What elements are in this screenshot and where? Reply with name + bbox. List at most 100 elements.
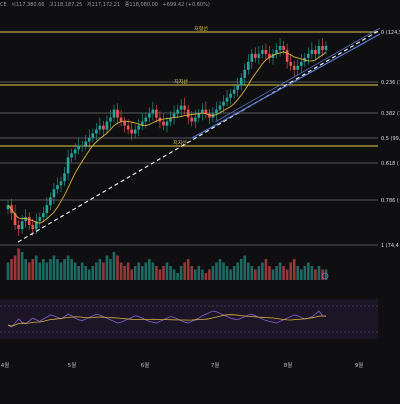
volume-bar (239, 259, 243, 280)
candle-body (95, 129, 98, 134)
candle-body (6, 205, 10, 210)
candle-body (292, 65, 296, 70)
volume-bar (24, 259, 27, 280)
ohlc-header: CE 시117,380.66 고118,187.25 저117,172.21 종… (0, 1, 213, 8)
volume-bar (119, 262, 123, 280)
volume-bar (225, 266, 229, 280)
volume-bar (236, 262, 239, 280)
volume-bar (38, 262, 42, 280)
fib-label-0.618: 0.618 ( (381, 161, 399, 167)
candle-body (73, 149, 77, 154)
candle-body (317, 45, 321, 54)
candle-body (137, 125, 141, 130)
volume-bar (324, 269, 328, 280)
volume-bar (165, 262, 169, 280)
fib-label-0.382: 0.382 (1 (381, 111, 400, 117)
volume-bar (84, 266, 88, 280)
volume-bar (6, 262, 10, 280)
volume-bar (317, 266, 321, 280)
volume-bar (310, 266, 314, 280)
volume-bar (158, 269, 162, 280)
candle-body (133, 129, 137, 134)
candle-body (208, 113, 211, 118)
candle-body (126, 125, 130, 130)
candle-body (246, 61, 250, 70)
candle-body (17, 225, 20, 230)
candle-body (324, 45, 328, 50)
candle-body (257, 53, 261, 58)
volume-bar (307, 262, 310, 280)
candle-body (285, 49, 289, 62)
volume-bar (218, 259, 222, 280)
volume-bar (176, 273, 179, 280)
volume-bar (275, 266, 278, 280)
candle-body (155, 109, 158, 118)
candle-body (215, 109, 218, 114)
candle-body (144, 117, 148, 122)
candle-body (59, 181, 63, 186)
volume-bar (123, 266, 126, 280)
candle-body (119, 117, 123, 122)
volume-bar (126, 262, 130, 280)
candle-body (310, 49, 314, 54)
candle-body (172, 113, 176, 118)
candle-body (31, 225, 35, 230)
candle-body (123, 121, 126, 126)
candle-body (116, 109, 119, 118)
alert-icon (321, 272, 329, 280)
candle-body (140, 121, 144, 126)
volume-bar (278, 262, 282, 280)
volume-bar (285, 269, 289, 280)
volume-bar (299, 269, 303, 280)
volume-bar (42, 259, 45, 280)
candle-body (13, 213, 17, 226)
volume-bar (183, 262, 186, 280)
candle-body (148, 113, 151, 118)
volume-bar (314, 269, 317, 280)
volume-bar (34, 255, 38, 280)
candle-body (80, 145, 84, 147)
candle-body (232, 89, 236, 94)
volume-bar (27, 262, 31, 280)
high-value: 고118,187.25 (49, 2, 83, 8)
volume-bar (13, 255, 17, 280)
candle-body (222, 101, 225, 106)
candle-body (225, 97, 229, 102)
candle-body (87, 137, 91, 142)
volume-bar (130, 269, 133, 280)
candle-body (229, 93, 232, 98)
x-tick-label: 4월 (1, 361, 10, 369)
level-label-2: 지지선 (173, 140, 187, 147)
volume-bar (204, 273, 208, 280)
candle-body (186, 109, 190, 118)
candle-body (275, 49, 278, 54)
candle-body (278, 45, 282, 50)
volume-bar (271, 269, 275, 280)
candle-body (98, 125, 102, 130)
volume-bar (63, 259, 66, 280)
candle-body (264, 49, 268, 54)
volume-bar (98, 259, 102, 280)
candle-body (63, 173, 66, 182)
candle-body (45, 205, 49, 214)
candle-body (243, 69, 247, 78)
volume-bar (292, 259, 296, 280)
volume-bar (190, 266, 194, 280)
volume-bar (102, 262, 105, 280)
volume-bar (148, 259, 151, 280)
candle-body (151, 109, 155, 114)
volume-bar (109, 259, 112, 280)
volume-bar (133, 266, 137, 280)
x-tick-label: 6월 (141, 361, 150, 369)
volume-bar (215, 262, 218, 280)
close-value: 종118,080.00 (124, 2, 158, 8)
volume-bar (91, 266, 95, 280)
volume-bar (140, 266, 144, 280)
volume-bar (10, 259, 13, 280)
candle-body (20, 221, 24, 230)
candle-body (56, 185, 59, 190)
candle-body (268, 53, 271, 58)
candle-body (70, 153, 73, 158)
volume-bar (254, 269, 257, 280)
